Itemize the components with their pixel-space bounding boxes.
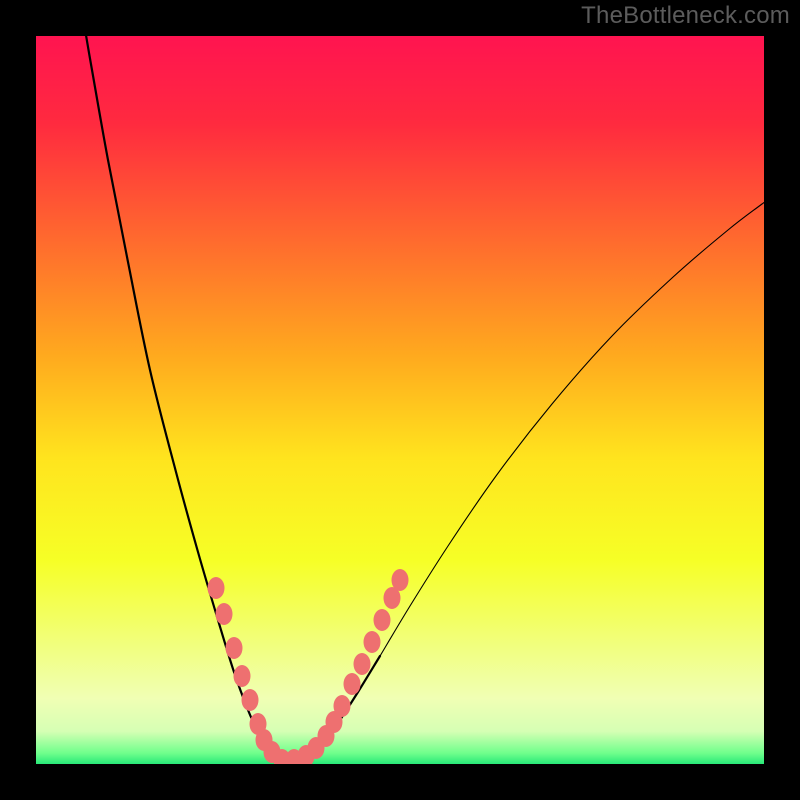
data-dot bbox=[354, 653, 371, 675]
data-dot bbox=[364, 631, 381, 653]
data-dot bbox=[226, 637, 243, 659]
data-dot bbox=[334, 695, 351, 717]
chart-canvas bbox=[0, 0, 800, 800]
watermark-text: TheBottleneck.com bbox=[581, 2, 790, 30]
data-dot bbox=[216, 603, 233, 625]
gradient-background bbox=[36, 36, 764, 764]
data-dot bbox=[234, 665, 251, 687]
data-dot bbox=[242, 689, 259, 711]
data-dot bbox=[374, 609, 391, 631]
data-dot bbox=[392, 569, 409, 591]
frame-bottom bbox=[0, 764, 800, 800]
frame-left bbox=[0, 0, 36, 800]
data-dot bbox=[344, 673, 361, 695]
data-dot bbox=[208, 577, 225, 599]
frame-right bbox=[764, 0, 800, 800]
